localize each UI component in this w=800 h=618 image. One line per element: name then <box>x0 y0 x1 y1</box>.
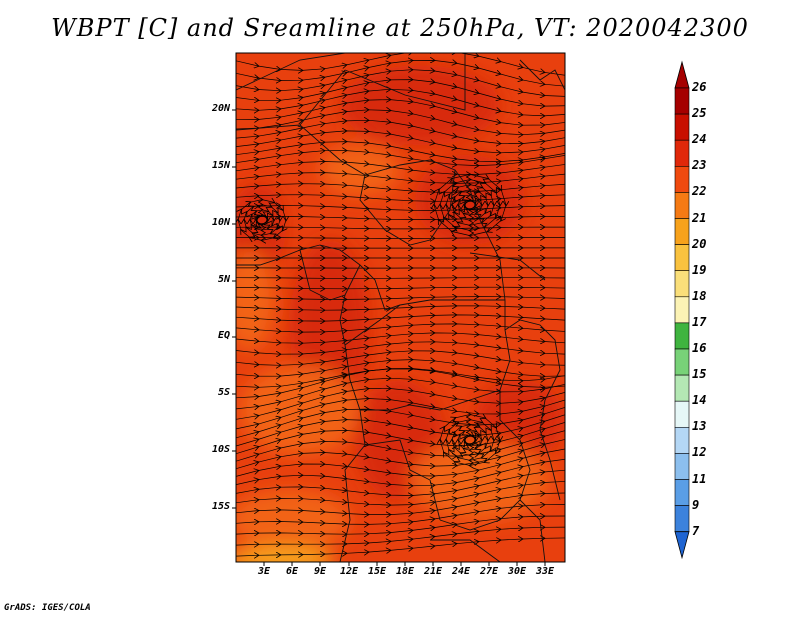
colorbar-swatch <box>674 348 690 376</box>
axis-ticks <box>232 109 546 566</box>
streamline <box>434 174 507 235</box>
colorbar-label: 15 <box>692 367 707 382</box>
wbpt-field <box>236 53 565 562</box>
lon-label: 9E <box>313 566 327 577</box>
lon-label: 24E <box>451 566 471 577</box>
colorbar-swatch <box>674 296 690 324</box>
colorbar-label: 9 <box>692 497 700 512</box>
colorbar-label: 18 <box>692 288 707 303</box>
colorbar-label: 16 <box>692 341 707 355</box>
colorbar-label: 19 <box>692 262 707 277</box>
streamline <box>236 297 565 300</box>
streamline <box>236 184 565 193</box>
colorbar-label: 25 <box>692 106 707 121</box>
lat-label: 20N <box>211 103 230 114</box>
lon-label: 12E <box>339 566 359 577</box>
streamline <box>236 315 565 321</box>
colorbar <box>674 60 690 560</box>
colorbar-label: 23 <box>692 158 707 173</box>
lat-label: 15N <box>211 160 230 171</box>
lon-label: 6E <box>285 566 299 577</box>
lat-label: 15S <box>211 501 230 512</box>
colorbar-label: 13 <box>692 419 707 434</box>
colorbar-label: 24 <box>692 132 707 147</box>
colorbar-swatch <box>674 270 690 298</box>
lon-label: 3E <box>257 566 271 577</box>
streamline <box>236 287 565 289</box>
colorbar-label: 7 <box>692 523 700 538</box>
plot-frame <box>235 52 566 563</box>
colorbar-swatch <box>674 426 690 454</box>
streamline <box>236 173 565 184</box>
streamline <box>236 238 565 239</box>
streamline <box>236 216 565 219</box>
lat-label: 10S <box>211 444 230 455</box>
streamlines <box>236 53 565 556</box>
colorbar-label: 11 <box>692 471 707 486</box>
colorbar-swatch <box>674 218 690 245</box>
colorbar-label: 26 <box>692 80 707 94</box>
map-title: WBPT [C] and Sreamline at 250hPa, VT: 20… <box>51 14 749 42</box>
streamline <box>236 227 565 229</box>
colorbar-swatch <box>674 400 690 428</box>
streamline <box>238 200 286 241</box>
colorbar-swatch <box>674 505 690 533</box>
colorbar-swatch <box>674 87 690 115</box>
colorbar-swatch <box>674 479 690 506</box>
colorbar-swatch <box>674 113 690 141</box>
streamline <box>236 306 565 310</box>
colorbar-label: 20 <box>692 236 707 251</box>
country-borders <box>236 53 565 562</box>
colorbar-label: 17 <box>692 314 707 329</box>
colorbar-swatch <box>674 453 690 480</box>
streamline <box>236 195 565 202</box>
colorbar-bottom-arrow <box>674 531 690 560</box>
lon-label: 15E <box>367 566 387 577</box>
colorbar-label: 14 <box>692 393 707 408</box>
colorbar-swatch <box>674 139 690 167</box>
grads-credit: GrADS: IGES/COLA <box>4 603 91 613</box>
lat-label: 10N <box>211 217 230 228</box>
lat-label: EQ <box>217 330 230 341</box>
lat-label: 5S <box>217 387 230 398</box>
streamline <box>236 538 565 556</box>
lon-label: 18E <box>395 566 415 577</box>
streamline <box>236 206 565 211</box>
colorbar-swatch <box>674 374 690 402</box>
colorbar-label: 21 <box>692 210 707 225</box>
lon-label: 33E <box>535 566 555 577</box>
streamline <box>440 415 500 466</box>
lon-label: 30E <box>507 566 527 577</box>
colorbar-swatch <box>674 166 690 193</box>
colorbar-swatch <box>674 192 690 219</box>
lon-label: 21E <box>423 566 443 577</box>
lat-label: 5N <box>217 274 230 285</box>
colorbar-swatch <box>674 244 690 272</box>
colorbar-label: 12 <box>692 445 707 460</box>
colorbar-swatch <box>674 322 690 350</box>
lon-label: 27E <box>479 566 499 577</box>
colorbar-label: 22 <box>692 184 707 199</box>
colorbar-top-arrow <box>674 60 690 89</box>
streamline <box>236 278 565 279</box>
